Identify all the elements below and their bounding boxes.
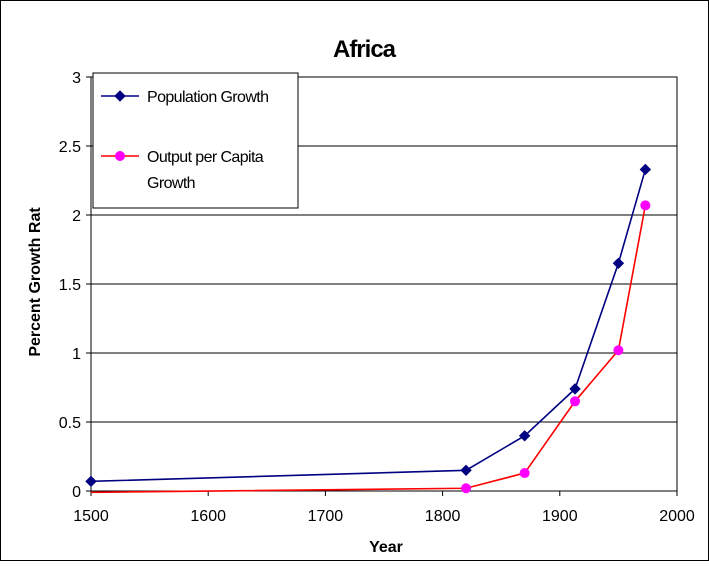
series-1 (90, 200, 651, 494)
series-layer (85, 163, 652, 494)
data-point (518, 430, 531, 442)
data-point (461, 483, 472, 494)
legend: Population Growth Output per Capita Growth (92, 72, 299, 209)
series-line (90, 205, 647, 494)
legend-marker (114, 90, 126, 102)
y-axis-label: Percent Growth Rat (27, 207, 44, 357)
x-tick-label: 1900 (542, 508, 578, 525)
data-point (85, 475, 97, 488)
legend-label: Population Growth (147, 89, 268, 106)
series-line (90, 169, 647, 483)
x-tick-label: 1500 (73, 508, 109, 525)
x-tick-label: 1800 (425, 508, 461, 525)
x-tick-label: 2000 (659, 508, 695, 525)
data-point (613, 345, 624, 356)
legend-label: Growth (147, 175, 195, 192)
x-tick-label: 1700 (308, 508, 344, 525)
y-tick-label: 1.5 (59, 277, 81, 294)
y-tick-label: 1 (72, 346, 81, 363)
chart-title: Africa (333, 36, 397, 63)
data-point (639, 163, 652, 176)
data-point (460, 464, 472, 477)
data-point (569, 383, 581, 395)
data-point (570, 396, 581, 407)
y-tick-label: 2 (72, 208, 81, 225)
y-tick-label: 0 (72, 484, 81, 501)
x-axis-label: Year (369, 539, 403, 556)
legend-label: Output per Capita (147, 149, 264, 166)
data-point (612, 257, 625, 270)
legend-marker (115, 151, 125, 161)
y-tick-label: 2.5 (59, 139, 81, 156)
y-tick-label: 0.5 (59, 415, 81, 432)
x-tick-label: 1600 (190, 508, 226, 525)
data-point (519, 468, 530, 479)
data-point (640, 200, 651, 211)
axis-layer: 0 0.5 1 1.5 2 2.5 3 1500 1600 1700 1800 1900 2000 (59, 70, 695, 525)
series-0 (85, 163, 652, 488)
y-tick-label: 3 (72, 70, 81, 87)
